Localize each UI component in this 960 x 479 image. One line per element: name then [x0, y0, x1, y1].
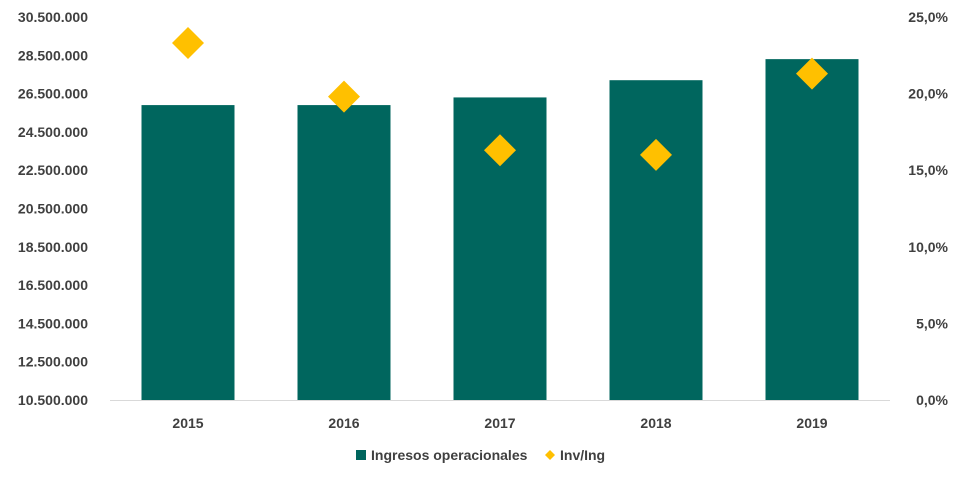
bar-2019	[765, 59, 859, 400]
left-tick-label: 18.500.000	[18, 239, 88, 255]
marker-2016	[328, 80, 360, 113]
left-tick-label: 16.500.000	[18, 277, 88, 293]
right-tick-label: 10,0%	[908, 239, 948, 255]
marker-2017	[484, 134, 516, 167]
bar-series-ingresos	[141, 59, 859, 401]
left-tick-label: 10.500.000	[18, 392, 88, 408]
bar-2015	[141, 105, 235, 400]
marker-2019	[796, 57, 828, 90]
x-tick-label: 2015	[172, 415, 203, 431]
left-tick-label: 24.500.000	[18, 124, 88, 140]
right-tick-label: 15,0%	[908, 162, 948, 178]
legend: Ingresos operacionales Inv/Ing	[356, 447, 605, 463]
legend-swatch-ingresos	[356, 450, 366, 460]
legend-label-ingresos: Ingresos operacionales	[371, 447, 528, 463]
right-tick-label: 20,0%	[908, 86, 948, 102]
left-tick-label: 26.500.000	[18, 86, 88, 102]
left-tick-label: 28.500.000	[18, 47, 88, 63]
left-tick-label: 22.500.000	[18, 162, 88, 178]
legend-swatch-inv-ing	[545, 450, 555, 460]
right-tick-label: 5,0%	[916, 315, 948, 331]
marker-2018	[640, 138, 672, 171]
left-axis-ticks: 10.500.000 12.500.000 14.500.000 16.500.000…	[18, 9, 88, 408]
x-tick-label: 2019	[796, 415, 827, 431]
x-tick-label: 2016	[328, 415, 359, 431]
left-tick-label: 30.500.000	[18, 9, 88, 25]
right-tick-label: 25,0%	[908, 9, 948, 25]
bar-2018	[609, 80, 703, 400]
left-tick-label: 14.500.000	[18, 315, 88, 331]
x-axis-ticks: 2015 2016 2017 2018 2019	[172, 415, 827, 431]
marker-2015	[172, 27, 204, 60]
left-tick-label: 20.500.000	[18, 201, 88, 217]
x-tick-label: 2017	[484, 415, 515, 431]
bar-2016	[297, 105, 391, 400]
marker-series-inv-ing	[172, 27, 828, 171]
left-tick-label: 12.500.000	[18, 354, 88, 370]
right-tick-label: 0,0%	[916, 392, 948, 408]
right-axis-ticks: 0,0% 5,0% 10,0% 15,0% 20,0% 25,0%	[908, 9, 948, 408]
legend-label-inv-ing: Inv/Ing	[560, 447, 605, 463]
x-tick-label: 2018	[640, 415, 671, 431]
